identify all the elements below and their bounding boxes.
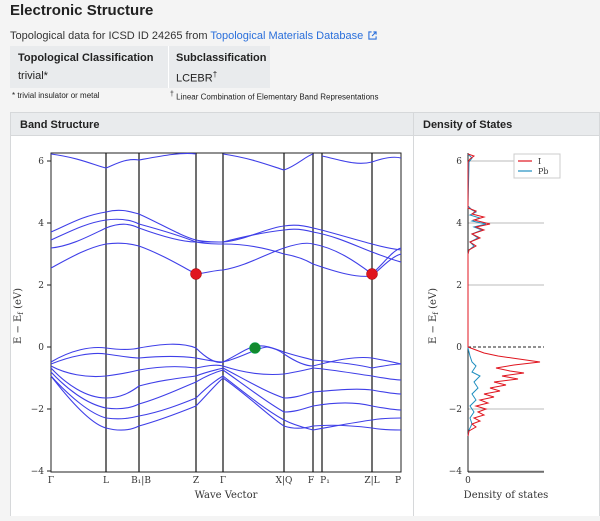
section-title: Electronic Structure (10, 2, 154, 19)
svg-text:Γ: Γ (220, 476, 226, 486)
vbm-point (249, 342, 261, 354)
dos-y-ticks: 6 4 2 0 −2 −4 (449, 157, 463, 477)
lcebr-footnote: † Linear Combination of Elementary Band … (170, 91, 378, 102)
subclassification-value: LCEBR† (176, 70, 217, 85)
subclassification-text: LCEBR (176, 72, 213, 85)
band-structure-header: Band Structure (10, 112, 414, 136)
band-y-axis-label: E − Ef (eV) (13, 288, 25, 344)
trivial-footnote: * trivial insulator or metal (12, 91, 100, 100)
svg-text:Z: Z (193, 476, 199, 486)
kpoint-lines (105, 153, 373, 472)
svg-text:2: 2 (456, 281, 462, 291)
tmd-link[interactable]: Topological Materials Database (210, 30, 364, 42)
dos-y-axis-label: E − Ef (eV) (428, 288, 440, 344)
cbm-point-zl (366, 268, 378, 280)
dos-i-curve (467, 153, 541, 437)
topological-classification-value: trivial* (18, 70, 48, 82)
dagger-mark: † (170, 91, 174, 98)
dos-plot: 642 0−2−4 E − Ef (eV) Density of states … (428, 153, 561, 501)
dagger-mark: † (212, 70, 218, 79)
band-structure-panel: 6 4 2 0 −2 −4 E − Ef (eV) (10, 136, 414, 516)
svg-text:4: 4 (38, 219, 44, 229)
source-description: Topological data for ICSD ID 24265 from … (10, 30, 377, 42)
column-divider (168, 46, 169, 88)
dos-legend: I Pb (513, 153, 561, 179)
svg-text:Γ: Γ (48, 476, 54, 486)
svg-text:2: 2 (38, 281, 44, 291)
svg-text:B₁|B: B₁|B (131, 476, 151, 486)
classification-table: Topological Classification trivial* Subc… (10, 46, 270, 88)
topological-classification-header: Topological Classification (18, 52, 154, 64)
cbm-point-z (190, 268, 202, 280)
svg-text:P₁: P₁ (320, 476, 330, 486)
svg-text:Z|L: Z|L (364, 476, 379, 486)
dos-gridlines (468, 160, 544, 472)
subclassification-header: Subclassification (176, 52, 267, 64)
band-plot-frame (50, 152, 402, 473)
svg-text:−2: −2 (449, 405, 462, 415)
svg-text:6: 6 (456, 157, 462, 167)
svg-text:6: 6 (38, 157, 44, 167)
dos-pb-curve (467, 153, 487, 437)
dos-x-tick-0: 0 (465, 476, 471, 486)
svg-text:L: L (103, 476, 109, 486)
svg-text:0: 0 (456, 343, 462, 353)
svg-text:F: F (308, 476, 314, 486)
kpoint-labels: Γ L B₁|B Z Γ X|Q F P₁ Z|L P (48, 476, 401, 486)
band-y-ticks: 6 4 2 0 −2 −4 (31, 157, 51, 477)
svg-text:0: 0 (38, 343, 44, 353)
svg-text:−2: −2 (31, 405, 44, 415)
svg-text:4: 4 (456, 219, 462, 229)
band-x-axis-label: Wave Vector (195, 490, 258, 501)
svg-text:−4: −4 (449, 467, 463, 477)
band-structure-plot: 6 4 2 0 −2 −4 E − Ef (eV) (13, 152, 402, 501)
legend-pb-label: Pb (538, 167, 549, 176)
band-lines (50, 152, 402, 431)
svg-text:P: P (395, 476, 401, 486)
svg-text:X|Q: X|Q (276, 476, 293, 486)
source-prefix: Topological data for ICSD ID 24265 from (10, 30, 208, 42)
external-link-icon[interactable] (368, 31, 377, 40)
svg-text:−4: −4 (31, 467, 45, 477)
dos-header: Density of States (413, 112, 600, 136)
dos-x-axis-label: Density of states (464, 490, 549, 501)
lcebr-footnote-text: Linear Combination of Elementary Band Re… (176, 92, 379, 102)
legend-i-label: I (538, 157, 541, 166)
